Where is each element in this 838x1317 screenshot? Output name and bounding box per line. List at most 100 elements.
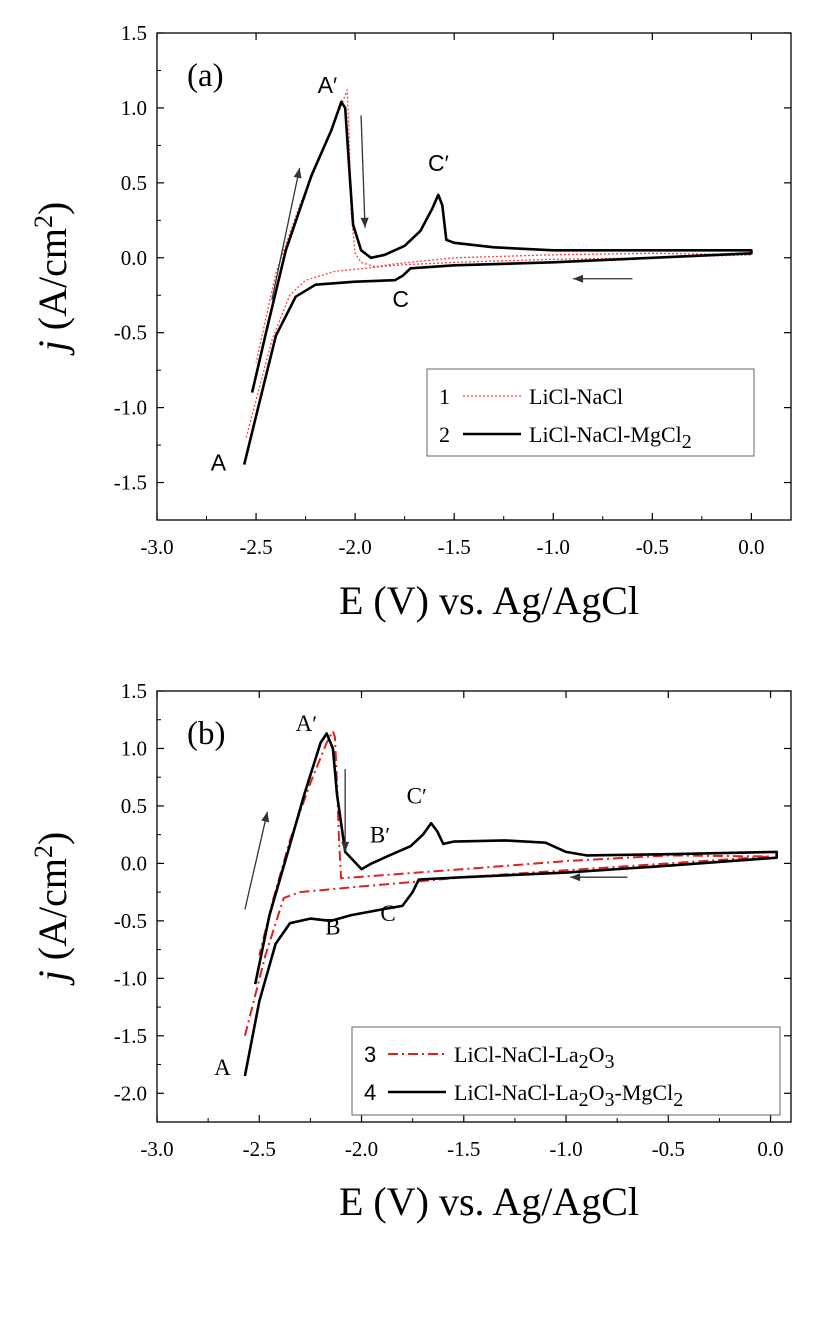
arrow-shaft bbox=[360, 115, 366, 228]
y-axis-label: j (A/cm2) bbox=[29, 832, 75, 987]
peak-label-text: C bbox=[380, 901, 395, 926]
arrow-head bbox=[261, 811, 270, 823]
legend-text: O bbox=[589, 1042, 605, 1067]
legend-text: LiCl-NaCl-MgCl bbox=[529, 422, 682, 447]
y-tick-label: -1.5 bbox=[114, 471, 147, 495]
peak-label-text: B bbox=[325, 915, 340, 940]
peak-label-c-prime: C′ bbox=[428, 150, 449, 176]
legend-text: -MgCl bbox=[615, 1080, 674, 1105]
arrow-head bbox=[573, 274, 584, 283]
x-tick-label: -0.5 bbox=[652, 1137, 685, 1161]
chart-panel-a: -3.0 -2.5 -2.0 -1.5 -1.0 -0.5 0.0 -1.5 -1.0 -0.5 0… bbox=[29, 21, 792, 623]
y-tick-label: -2.0 bbox=[114, 1081, 147, 1105]
legend-subscript: 2 bbox=[673, 1089, 683, 1111]
series-line-2 bbox=[242, 100, 753, 465]
legend-subscript: 3 bbox=[605, 1089, 615, 1111]
legend-text: O bbox=[589, 1080, 605, 1105]
y-tick-label: 1.5 bbox=[121, 21, 147, 45]
arrow-shaft bbox=[271, 167, 301, 300]
x-tick-label: -1.0 bbox=[549, 1137, 582, 1161]
panel-label: (a) bbox=[187, 58, 224, 94]
arrow-head bbox=[293, 167, 302, 179]
peak-label-c-prime: C′ bbox=[407, 784, 427, 809]
chart-panel-b: -3.0 -2.5 -2.0 -1.5 -1.0 -0.5 0.0 -2.0 -1.5 -1.0 -… bbox=[29, 679, 792, 1224]
peak-label-b-prime: B′ bbox=[370, 823, 390, 848]
x-tick-label: -3.0 bbox=[140, 1137, 173, 1161]
x-tick-label: -2.0 bbox=[345, 1137, 378, 1161]
peak-label-text: A bbox=[214, 1055, 231, 1080]
peak-label-a-prime: A′ bbox=[296, 711, 317, 736]
y-tick-label: 0.0 bbox=[121, 851, 147, 875]
x-tick-label: -1.5 bbox=[447, 1137, 480, 1161]
peak-label-a: A bbox=[211, 450, 227, 476]
y-tick-label: -0.5 bbox=[114, 321, 147, 345]
y-tick-label: 1.0 bbox=[121, 736, 147, 760]
x-tick-label: 0.0 bbox=[738, 535, 764, 559]
legend-label: LiCl-NaCl-La2O3-MgCl2 bbox=[454, 1080, 683, 1111]
panel-label: (b) bbox=[187, 716, 225, 752]
peak-label-text: B bbox=[370, 823, 385, 848]
arrow-shaft bbox=[244, 811, 269, 910]
legend-label: LiCl-NaCl-La2O3 bbox=[454, 1042, 615, 1073]
legend-box bbox=[351, 1026, 781, 1116]
legend-number: 1 bbox=[439, 384, 450, 409]
legend-subscript: 3 bbox=[605, 1051, 615, 1073]
x-tick-label: -2.5 bbox=[243, 1137, 276, 1161]
peak-label-b: B bbox=[325, 915, 340, 940]
peak-label-text: C bbox=[428, 150, 445, 176]
arrow-head bbox=[570, 873, 581, 882]
legend-number: 4 bbox=[364, 1080, 376, 1105]
y-tick-label: -1.5 bbox=[114, 1024, 147, 1048]
peak-label-text: A bbox=[318, 72, 334, 98]
series-line-1 bbox=[243, 730, 772, 1037]
arrow-head bbox=[341, 841, 350, 852]
scan-direction-arrow bbox=[573, 274, 633, 283]
x-tick-label: -2.5 bbox=[239, 535, 272, 559]
y-tick-label: -1.0 bbox=[114, 396, 147, 420]
peak-label-a: A bbox=[214, 1055, 231, 1080]
y-tick-label: 0.5 bbox=[121, 171, 147, 195]
legend-number: 2 bbox=[439, 422, 450, 447]
x-axis-label: E (V) vs. Ag/AgCl bbox=[339, 1179, 639, 1224]
scan-direction-arrow bbox=[360, 115, 369, 228]
x-tick-label: -2.0 bbox=[339, 535, 372, 559]
legend-label: LiCl-NaCl bbox=[529, 384, 623, 409]
series-line-2 bbox=[243, 732, 779, 1077]
legend-subscript: 2 bbox=[682, 431, 692, 453]
peak-label-a-prime: A′ bbox=[318, 72, 337, 98]
legend-subscript: 2 bbox=[579, 1089, 589, 1111]
peak-label-text: C bbox=[392, 286, 409, 312]
series-line-1 bbox=[245, 89, 753, 438]
legend-number: 3 bbox=[364, 1042, 376, 1067]
legend-text: LiCl-NaCl-La bbox=[454, 1080, 579, 1105]
peak-label-c: C bbox=[380, 901, 395, 926]
legend-subscript: 2 bbox=[579, 1051, 589, 1073]
scan-direction-arrow bbox=[271, 167, 302, 300]
peak-label-text: A bbox=[211, 450, 227, 476]
x-tick-label: -0.5 bbox=[636, 535, 669, 559]
scan-direction-arrow bbox=[244, 811, 270, 910]
x-axis-label: E (V) vs. Ag/AgCl bbox=[339, 578, 639, 623]
y-tick-label: 0.0 bbox=[121, 246, 147, 270]
x-tick-label: -1.0 bbox=[537, 535, 570, 559]
legend-text: LiCl-NaCl bbox=[529, 384, 623, 409]
y-tick-label: -1.0 bbox=[114, 966, 147, 990]
y-axis-label: j (A/cm2) bbox=[29, 202, 75, 357]
y-tick-label: 1.0 bbox=[121, 96, 147, 120]
arrow-head bbox=[360, 217, 369, 228]
peak-label-text: A bbox=[296, 711, 313, 736]
y-tick-label: -0.5 bbox=[114, 909, 147, 933]
scan-direction-arrow bbox=[570, 873, 628, 882]
legend-label: LiCl-NaCl-MgCl2 bbox=[529, 422, 692, 453]
peak-label-text: C bbox=[407, 784, 422, 809]
x-tick-label: -1.5 bbox=[438, 535, 471, 559]
plot-frame bbox=[156, 690, 792, 1123]
y-tick-label: 1.5 bbox=[121, 679, 147, 703]
legend-text: LiCl-NaCl-La bbox=[454, 1042, 579, 1067]
x-tick-label: 0.0 bbox=[757, 1137, 783, 1161]
y-tick-label: 0.5 bbox=[121, 794, 147, 818]
x-tick-label: -3.0 bbox=[140, 535, 173, 559]
